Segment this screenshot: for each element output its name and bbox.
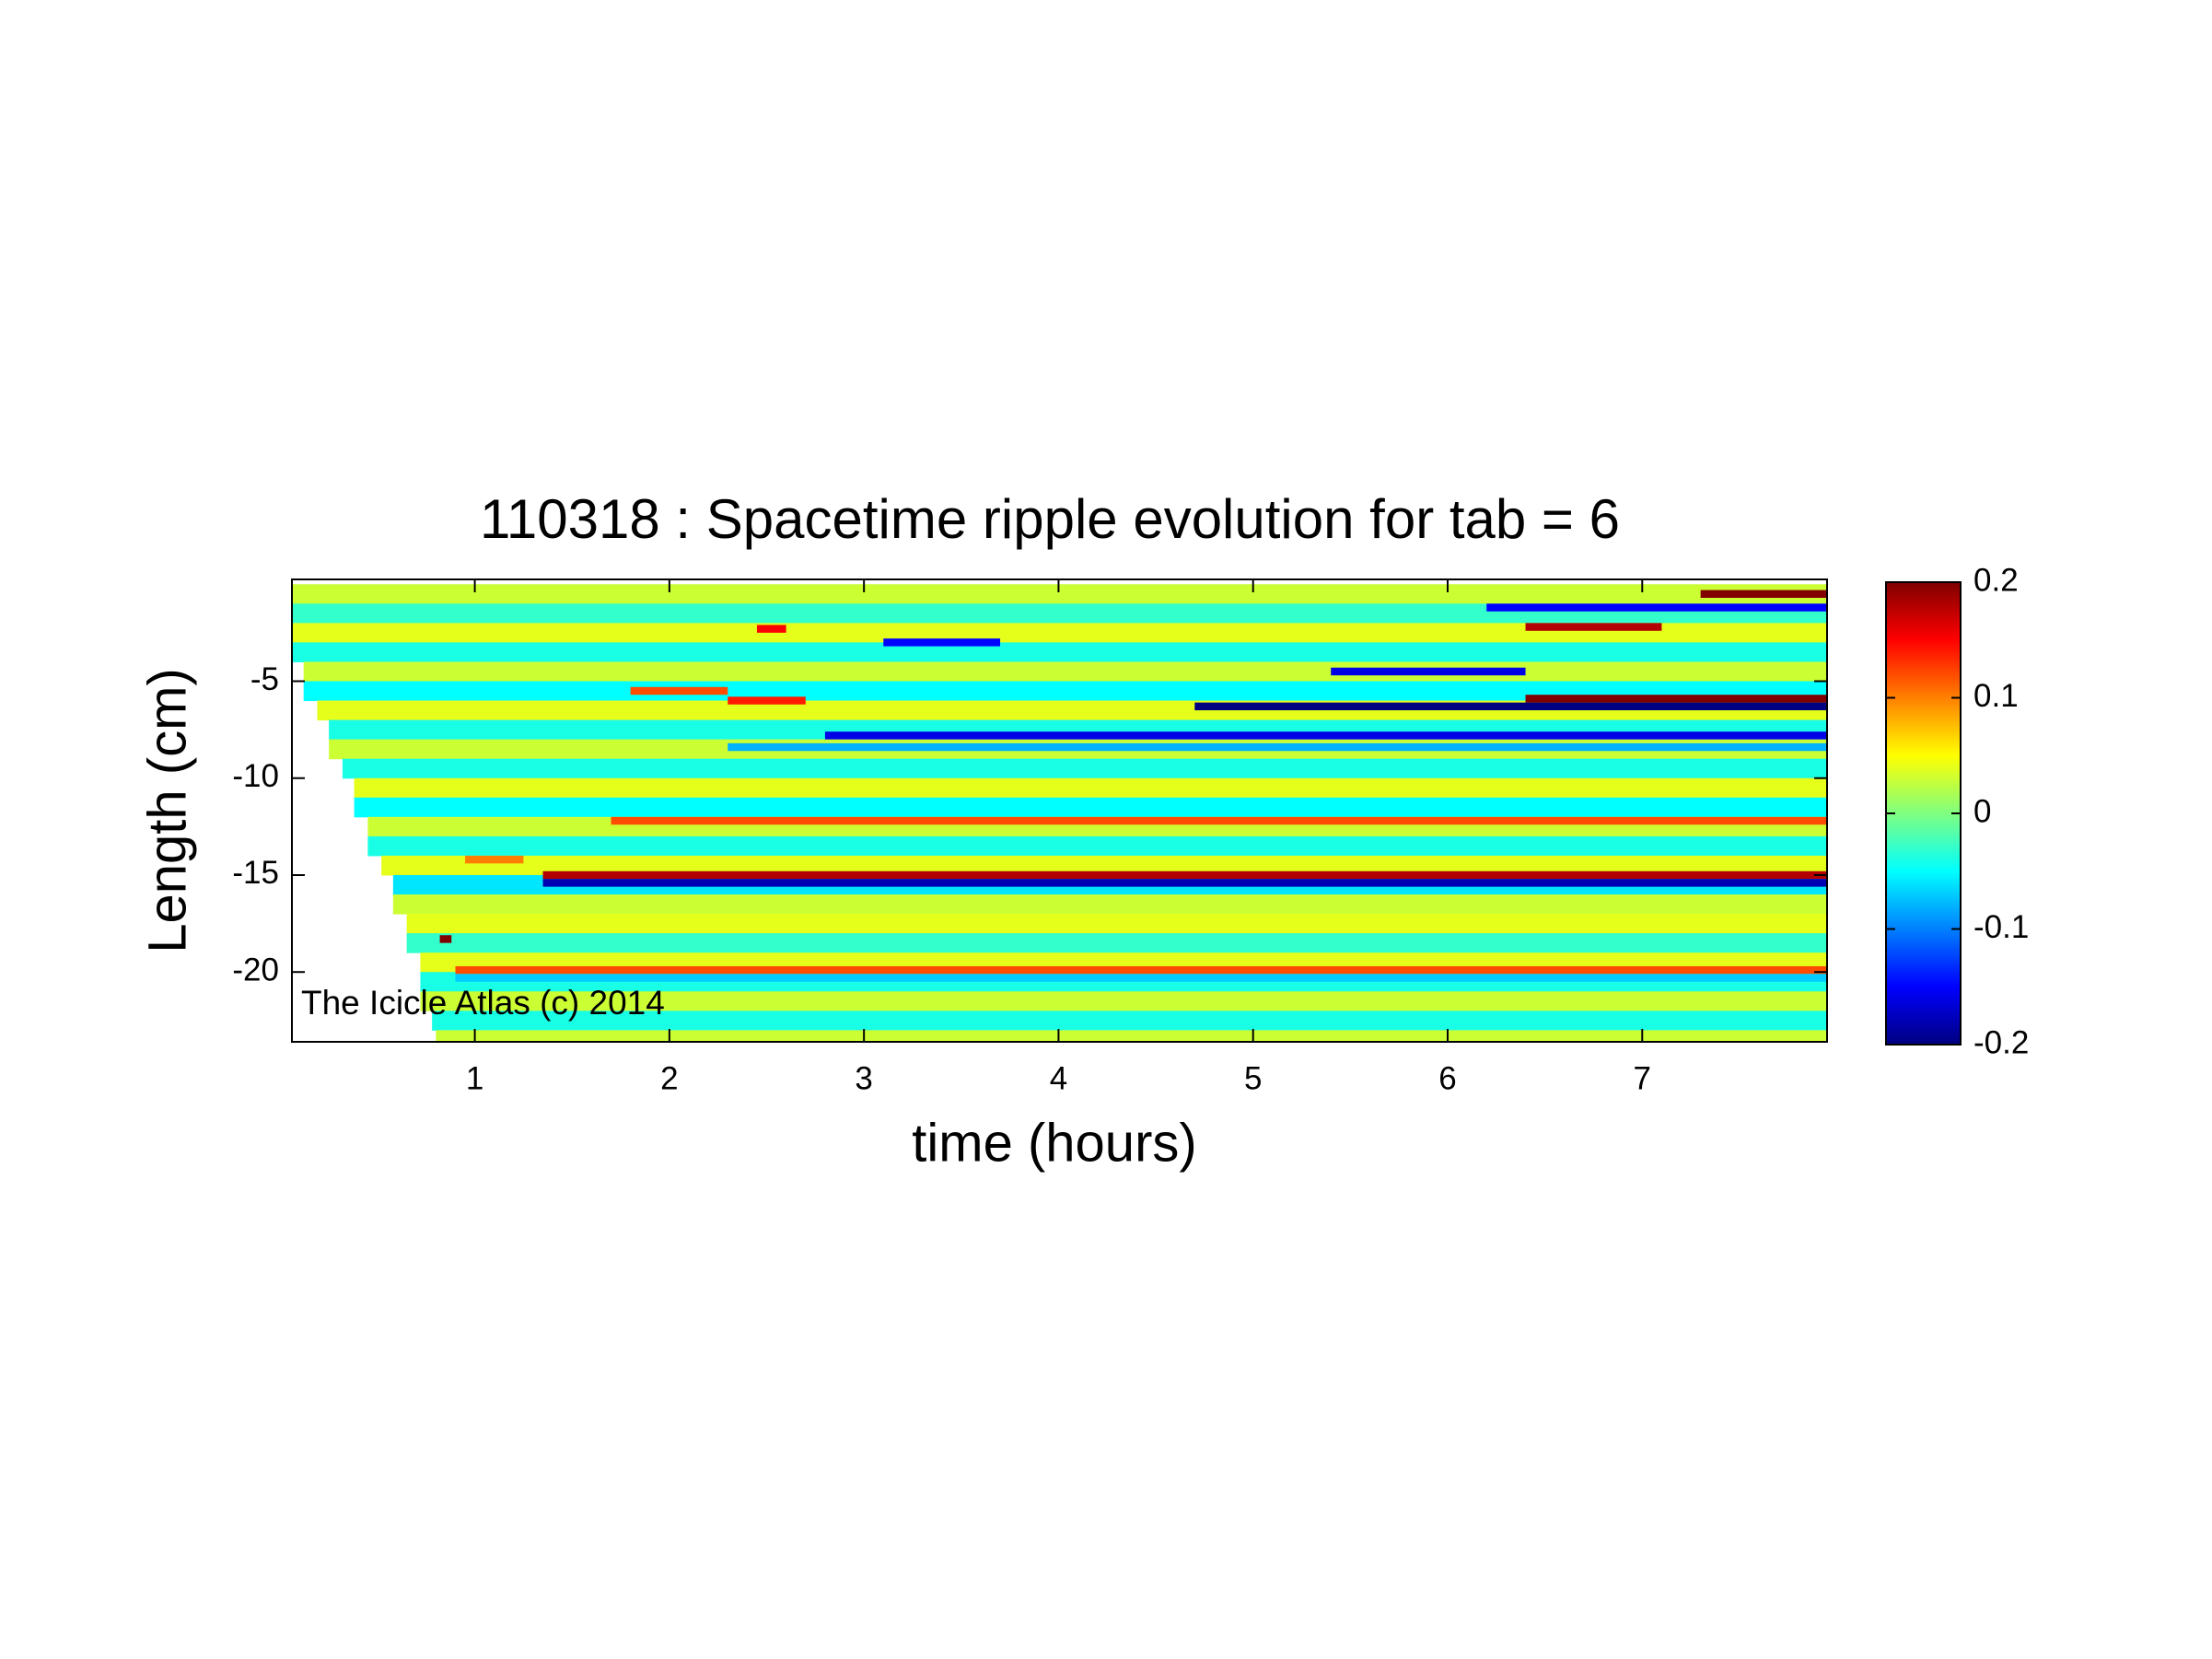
heat-row	[292, 603, 1827, 624]
heat-stripe	[824, 731, 1827, 740]
heat-row	[292, 642, 1827, 662]
heat-row	[420, 991, 1827, 1011]
heat-stripe	[728, 742, 1827, 752]
heat-stripe	[728, 696, 806, 705]
x-tick-label: 6	[1438, 1060, 1456, 1096]
heat-row	[354, 777, 1827, 799]
heat-row	[354, 797, 1827, 818]
colorbar-tick-label: 0	[1973, 793, 1991, 829]
heat-stripe	[883, 638, 1001, 647]
heat-row	[432, 1011, 1827, 1031]
heat-stripe	[542, 879, 1827, 887]
heat-stripe	[542, 870, 1827, 880]
heat-stripe	[630, 686, 728, 695]
heat-stripe	[439, 935, 452, 943]
y-axis-label: Length (cm)	[137, 668, 197, 952]
heat-row	[292, 623, 1827, 643]
heat-row	[381, 855, 1827, 876]
chart-title: 110318 : Spacetime ripple evolution for …	[480, 488, 1620, 550]
heat-stripe	[455, 965, 1827, 975]
y-tick-label: -15	[232, 855, 279, 891]
heat-row	[367, 835, 1827, 857]
plot-frame	[291, 578, 1828, 1043]
colorbar-tick-label: -0.2	[1973, 1024, 2029, 1060]
colorbar-tick-label: -0.1	[1973, 909, 2029, 945]
heat-row	[342, 758, 1827, 779]
axes: 1 2 3 4 5 6 7 -5 -10 -15 -20 The Icicle Atlas (c) 2…	[232, 578, 1828, 1096]
colorbar-tick-label: 0.2	[1973, 562, 2019, 598]
heatmap	[292, 584, 1827, 1042]
x-tick-label: 5	[1244, 1060, 1262, 1096]
heat-stripe	[1194, 702, 1827, 711]
heat-stripe	[1700, 590, 1827, 598]
heat-stripe	[1525, 695, 1827, 703]
heat-row	[303, 681, 1827, 702]
x-tick-label: 7	[1634, 1060, 1651, 1096]
heat-stripe	[1525, 623, 1662, 631]
heat-row	[406, 933, 1827, 953]
heat-row	[436, 1030, 1827, 1042]
heat-stripe	[756, 625, 786, 633]
x-axis-label: time (hours)	[912, 1113, 1196, 1173]
heat-row	[303, 661, 1827, 683]
heat-stripe	[1331, 667, 1526, 676]
y-tick-label: -10	[232, 758, 279, 794]
heat-stripe	[1486, 603, 1827, 612]
x-tick-label: 1	[466, 1060, 483, 1096]
annotation: The Icicle Atlas (c) 2014	[301, 984, 665, 1022]
heat-stripe	[611, 816, 1827, 825]
y-tick-label: -20	[232, 952, 279, 987]
heat-stripe	[465, 855, 524, 864]
heat-row	[292, 584, 1827, 604]
x-tick-label: 3	[855, 1060, 872, 1096]
colorbar-tick-label: 0.1	[1973, 678, 2019, 714]
y-tick-label: -5	[250, 661, 279, 697]
colorbar	[1885, 581, 1962, 1046]
heat-row	[392, 894, 1827, 915]
x-tick-label: 4	[1050, 1060, 1067, 1096]
x-tick-label: 2	[660, 1060, 678, 1096]
heat-stripe	[455, 974, 1827, 982]
heat-row	[406, 914, 1827, 934]
